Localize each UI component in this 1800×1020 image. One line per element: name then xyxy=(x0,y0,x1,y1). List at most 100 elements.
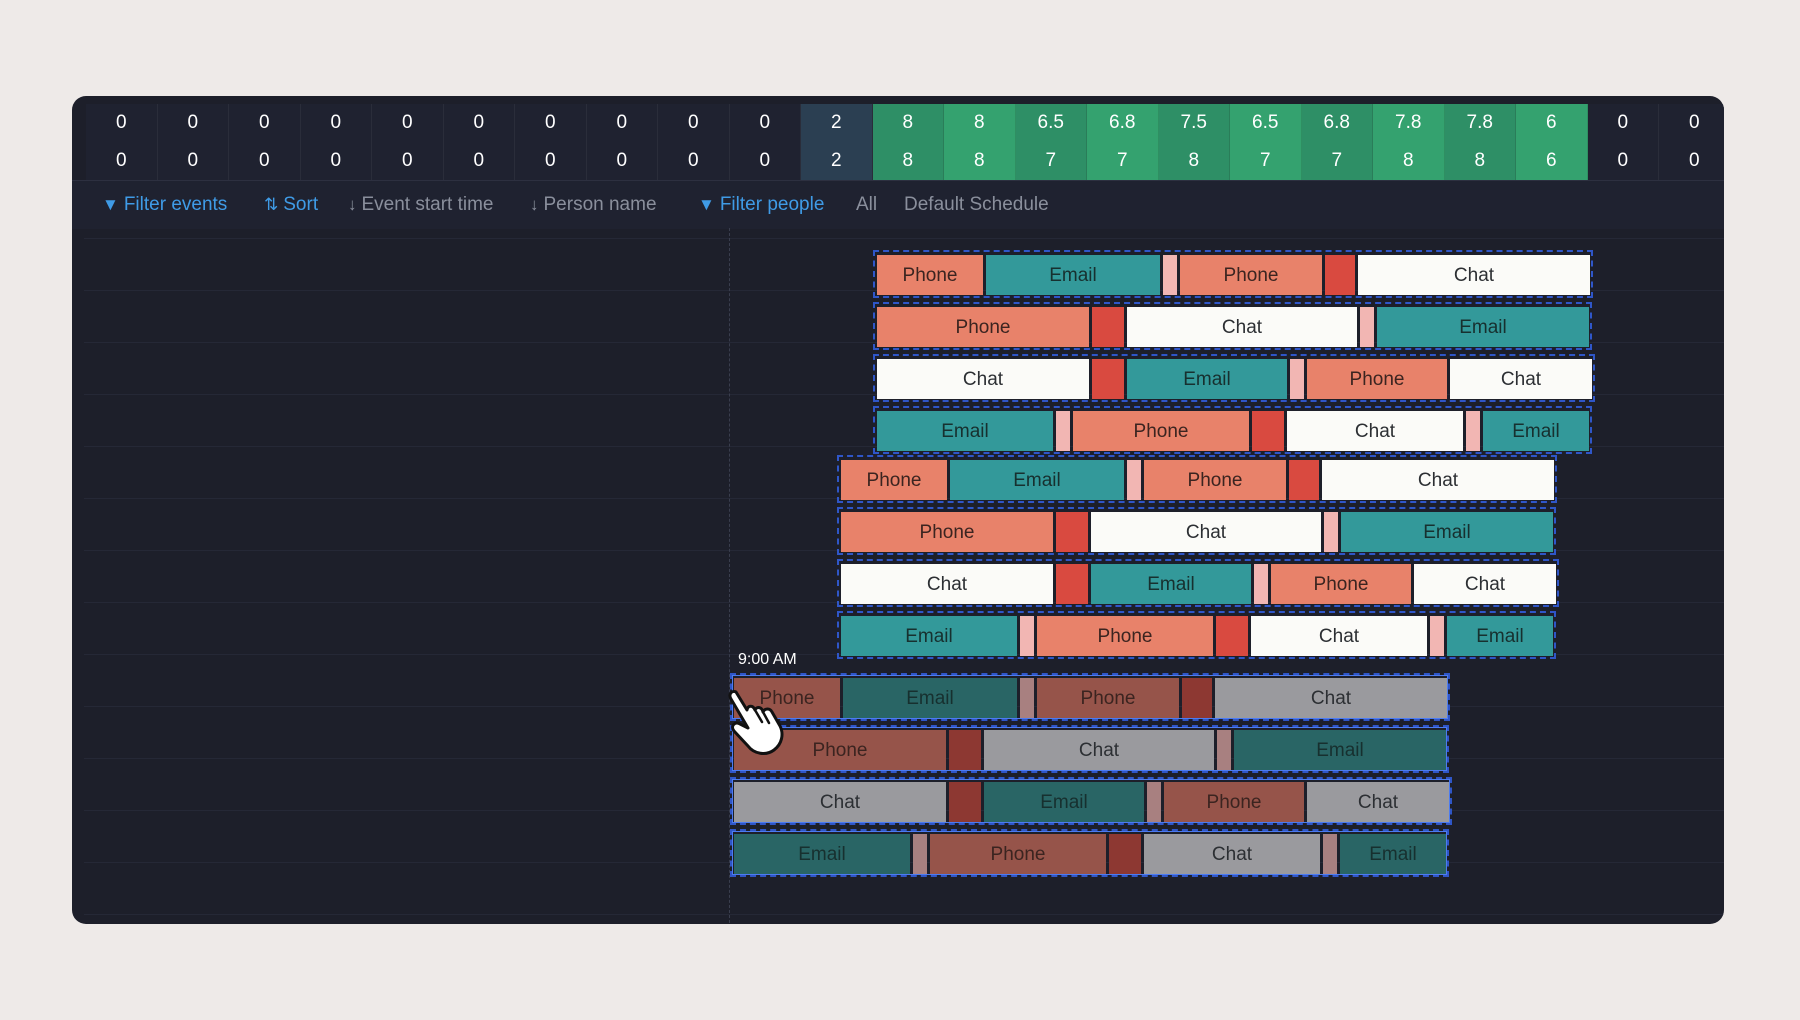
email-activity[interactable]: Email xyxy=(734,834,910,874)
chat-activity[interactable]: Chat xyxy=(1358,255,1590,295)
email-activity[interactable]: Email xyxy=(1234,730,1446,770)
short-break-activity[interactable] xyxy=(1020,678,1034,718)
email-activity[interactable]: Email xyxy=(950,460,1124,500)
chat-activity[interactable]: Chat xyxy=(1251,616,1427,656)
agent-schedule-row[interactable]: Phone Chat Email xyxy=(730,725,1449,773)
break-activity[interactable] xyxy=(1109,834,1141,874)
phone-activity[interactable]: Phone xyxy=(841,460,947,500)
break-activity[interactable] xyxy=(1252,411,1284,451)
agent-schedule-row[interactable]: Phone Chat Email xyxy=(837,507,1556,555)
agent-schedule-row[interactable]: Email Phone Chat Email xyxy=(837,611,1556,659)
phone-activity[interactable]: Phone xyxy=(841,512,1053,552)
short-break-activity[interactable] xyxy=(1360,307,1374,347)
agent-schedule-row[interactable]: Email Phone Chat Email xyxy=(873,406,1592,454)
break-activity[interactable] xyxy=(1216,616,1248,656)
email-activity[interactable]: Email xyxy=(1447,616,1553,656)
chat-activity[interactable]: Chat xyxy=(1144,834,1320,874)
sort-person-name[interactable]: ↓ Person name xyxy=(530,191,657,219)
short-break-activity[interactable] xyxy=(1466,411,1480,451)
filter-events-button[interactable]: ▼ Filter events xyxy=(102,191,227,219)
count-cell: 0 xyxy=(86,142,158,180)
email-activity[interactable]: Email xyxy=(984,782,1144,822)
email-activity[interactable]: Email xyxy=(1091,564,1251,604)
phone-activity[interactable]: Phone xyxy=(1073,411,1249,451)
chat-activity[interactable]: Chat xyxy=(1215,678,1447,718)
chat-activity[interactable]: Chat xyxy=(1414,564,1556,604)
agent-schedule-row[interactable]: Chat Email Phone Chat xyxy=(730,777,1452,825)
short-break-activity[interactable] xyxy=(1147,782,1161,822)
sort-event-start-time[interactable]: ↓ Event start time xyxy=(348,191,494,219)
phone-activity[interactable]: Phone xyxy=(877,255,983,295)
email-activity[interactable]: Email xyxy=(877,411,1053,451)
phone-activity[interactable]: Phone xyxy=(1180,255,1322,295)
phone-activity[interactable]: Phone xyxy=(1307,359,1447,399)
phone-activity[interactable]: Phone xyxy=(1037,616,1213,656)
count-cell: 0 xyxy=(157,104,229,142)
phone-activity[interactable]: Phone xyxy=(1037,678,1179,718)
chat-activity[interactable]: Chat xyxy=(1287,411,1463,451)
sort-button[interactable]: ⇅ Sort xyxy=(264,191,318,219)
chat-activity[interactable]: Chat xyxy=(984,730,1214,770)
break-activity[interactable] xyxy=(1092,307,1124,347)
phone-activity[interactable]: Phone xyxy=(1271,564,1411,604)
chat-activity[interactable]: Chat xyxy=(1322,460,1554,500)
count-cell: 0 xyxy=(443,104,515,142)
agent-schedule-row[interactable]: Email Phone Chat Email xyxy=(730,829,1449,877)
email-activity[interactable]: Email xyxy=(1483,411,1589,451)
chat-activity[interactable]: Chat xyxy=(1091,512,1321,552)
phone-activity[interactable]: Phone xyxy=(1164,782,1304,822)
filter-people-button[interactable]: ▼ Filter people xyxy=(698,191,824,219)
break-activity[interactable] xyxy=(1056,564,1088,604)
phone-activity[interactable]: Phone xyxy=(930,834,1106,874)
break-activity[interactable] xyxy=(1092,359,1124,399)
email-activity[interactable]: Email xyxy=(1340,834,1446,874)
chat-activity[interactable]: Chat xyxy=(877,359,1089,399)
short-break-activity[interactable] xyxy=(1056,411,1070,451)
drag-time-label: 9:00 AM xyxy=(738,651,797,668)
chat-activity[interactable]: Chat xyxy=(1127,307,1357,347)
sort-label: Sort xyxy=(283,194,319,215)
filter-all[interactable]: All xyxy=(856,191,877,219)
short-break-activity[interactable] xyxy=(1217,730,1231,770)
break-activity[interactable] xyxy=(949,782,981,822)
agent-schedule-row[interactable]: Chat Email Phone Chat xyxy=(873,354,1595,402)
break-activity[interactable] xyxy=(1289,460,1319,500)
agent-schedule-row[interactable]: Chat Email Phone Chat xyxy=(837,559,1559,607)
break-activity[interactable] xyxy=(1056,512,1088,552)
count-cell: 0 xyxy=(157,142,229,180)
email-activity[interactable]: Email xyxy=(1377,307,1589,347)
short-break-activity[interactable] xyxy=(1324,512,1338,552)
email-activity[interactable]: Email xyxy=(841,616,1017,656)
count-cell: 0 xyxy=(300,104,372,142)
email-activity[interactable]: Email xyxy=(1127,359,1287,399)
count-cell: 6.8 xyxy=(1301,104,1373,142)
agent-schedule-row[interactable]: Phone Email Phone Chat xyxy=(873,250,1593,298)
break-activity[interactable] xyxy=(949,730,981,770)
short-break-activity[interactable] xyxy=(1323,834,1337,874)
break-activity[interactable] xyxy=(1182,678,1212,718)
filter-default-schedule[interactable]: Default Schedule xyxy=(904,191,1049,219)
email-activity[interactable]: Email xyxy=(1341,512,1553,552)
short-break-activity[interactable] xyxy=(1127,460,1141,500)
break-activity[interactable] xyxy=(1325,255,1355,295)
phone-activity[interactable]: Phone xyxy=(877,307,1089,347)
agent-schedule-row[interactable]: Phone Email Phone Chat xyxy=(730,673,1450,721)
count-cell: 2 xyxy=(801,142,873,180)
chat-activity[interactable]: Chat xyxy=(1450,359,1592,399)
chat-activity[interactable]: Chat xyxy=(734,782,946,822)
short-break-activity[interactable] xyxy=(913,834,927,874)
agent-schedule-row[interactable]: Phone Chat Email xyxy=(873,302,1592,350)
email-activity[interactable]: Email xyxy=(986,255,1160,295)
short-break-activity[interactable] xyxy=(1430,616,1444,656)
phone-activity[interactable]: Phone xyxy=(1144,460,1286,500)
default-schedule-label: Default Schedule xyxy=(904,194,1049,215)
email-activity[interactable]: Email xyxy=(843,678,1017,718)
short-break-activity[interactable] xyxy=(1290,359,1304,399)
short-break-activity[interactable] xyxy=(1163,255,1177,295)
count-cell: 8 xyxy=(1158,142,1230,180)
short-break-activity[interactable] xyxy=(1254,564,1268,604)
short-break-activity[interactable] xyxy=(1020,616,1034,656)
agent-schedule-row[interactable]: Phone Email Phone Chat xyxy=(837,455,1557,503)
chat-activity[interactable]: Chat xyxy=(841,564,1053,604)
chat-activity[interactable]: Chat xyxy=(1307,782,1449,822)
